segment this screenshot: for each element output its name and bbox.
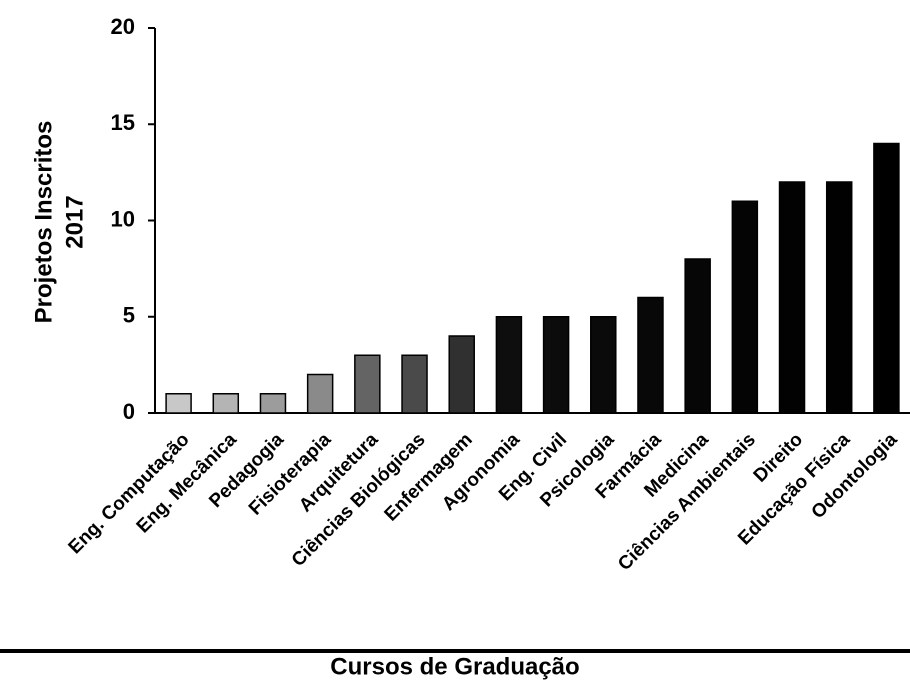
y-tick-label: 0 xyxy=(123,399,135,424)
bar xyxy=(306,373,334,414)
y-axis-title: Projetos Inscritos xyxy=(30,121,57,324)
bar xyxy=(873,142,900,414)
bar xyxy=(825,181,853,414)
y-tick-label: 5 xyxy=(123,303,135,328)
bar xyxy=(684,258,711,414)
bar xyxy=(354,354,381,414)
bar xyxy=(731,200,759,414)
bar xyxy=(778,181,806,414)
bar xyxy=(165,393,192,414)
y-tick-label: 15 xyxy=(111,110,135,135)
bar xyxy=(259,393,287,414)
x-axis-title: Cursos de Graduação xyxy=(330,653,579,680)
bar xyxy=(542,316,570,414)
bar xyxy=(637,296,664,414)
bar xyxy=(401,354,428,414)
y-tick-label: 20 xyxy=(111,14,135,39)
bar xyxy=(495,316,523,414)
bar xyxy=(590,316,617,414)
bar xyxy=(448,335,475,414)
y-axis-title: 2017 xyxy=(61,195,88,248)
y-tick-label: 10 xyxy=(111,206,135,231)
bar xyxy=(212,393,240,414)
